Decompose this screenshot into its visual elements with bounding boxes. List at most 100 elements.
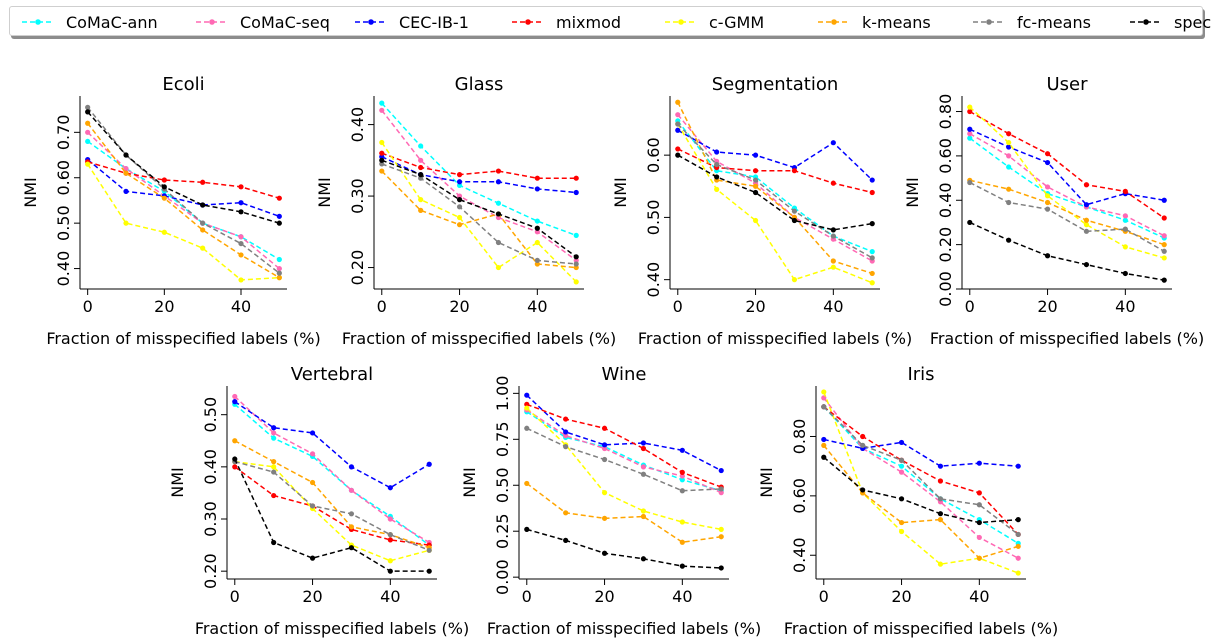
data-point xyxy=(752,168,759,174)
data-point xyxy=(640,508,647,514)
data-point xyxy=(456,214,463,221)
data-point xyxy=(387,516,393,522)
data-point xyxy=(1083,202,1090,208)
data-point xyxy=(1006,131,1012,137)
data-point xyxy=(524,425,530,431)
data-point xyxy=(937,496,944,502)
data-point xyxy=(752,217,759,224)
data-point xyxy=(967,219,973,226)
series-k-means xyxy=(675,99,875,277)
series-line xyxy=(87,163,280,281)
y-axis-label: NMI xyxy=(460,467,479,498)
data-point xyxy=(1083,228,1090,234)
data-point xyxy=(379,107,385,113)
legend-label: k-means xyxy=(862,12,931,32)
data-point xyxy=(534,239,540,246)
legend-item-comac-ann: CoMaC-ann xyxy=(20,7,158,37)
x-tick-label: 40 xyxy=(1115,297,1135,316)
data-point xyxy=(348,464,355,470)
data-point xyxy=(348,545,355,551)
series-fc-means xyxy=(821,404,1021,538)
chart-title: Wine xyxy=(602,364,647,385)
data-point xyxy=(1006,139,1012,146)
chart-glass: Glass 0 20 40 0.20 0.30 0.40 Fraction of misspe… xyxy=(315,74,616,348)
data-point xyxy=(573,232,579,238)
data-point xyxy=(161,195,167,201)
data-point xyxy=(821,404,827,410)
data-point xyxy=(524,392,530,398)
data-point xyxy=(379,161,385,167)
data-point xyxy=(495,179,502,185)
x-tick-label: 0 xyxy=(230,587,240,606)
series-line xyxy=(526,407,722,531)
legend-label: spec xyxy=(1174,12,1212,32)
x-tick-label: 0 xyxy=(83,297,93,316)
x-axis-label: Fraction of misspecified labels (%) xyxy=(784,619,1058,638)
chart-wine: Wine 0 20 40 0.00 0.25 0.50 0.75 1.00 Fraction of… xyxy=(460,364,761,638)
data-point xyxy=(534,257,540,264)
data-point xyxy=(387,532,393,538)
data-point xyxy=(563,416,569,422)
y-tick-label: 0.25 xyxy=(493,513,512,549)
series-line xyxy=(526,528,722,569)
data-point xyxy=(860,442,866,448)
data-point xyxy=(821,436,827,443)
data-point xyxy=(387,537,393,543)
data-point xyxy=(271,459,277,465)
data-point xyxy=(976,490,982,496)
data-point xyxy=(123,170,129,176)
data-point xyxy=(573,175,579,181)
series-line xyxy=(969,221,1165,281)
data-point xyxy=(573,264,579,271)
data-point xyxy=(967,135,973,141)
data-point xyxy=(456,172,463,178)
legend-label: fc-means xyxy=(1017,12,1091,32)
data-point xyxy=(1015,543,1021,549)
data-point xyxy=(456,193,463,199)
data-point xyxy=(348,487,355,493)
data-point xyxy=(1044,184,1051,190)
series-line xyxy=(87,111,280,224)
data-point xyxy=(718,486,724,492)
series-mixmod xyxy=(379,150,579,181)
data-point xyxy=(1015,555,1021,561)
data-point xyxy=(85,138,91,145)
data-point xyxy=(200,220,206,226)
series-line xyxy=(969,179,1165,246)
data-point xyxy=(1122,217,1128,223)
data-point xyxy=(679,477,685,483)
data-point xyxy=(418,175,424,181)
legend-label: CEC-IB-1 xyxy=(399,12,469,32)
data-point xyxy=(238,200,244,206)
data-point xyxy=(123,152,129,158)
series-line xyxy=(823,406,1019,536)
data-point xyxy=(418,157,424,163)
data-point xyxy=(640,445,647,452)
series-c-gmm xyxy=(821,389,1021,576)
data-point xyxy=(418,143,424,149)
series-fc-means xyxy=(379,161,579,267)
data-point xyxy=(821,442,827,448)
series-line xyxy=(677,129,873,181)
x-axis-label: Fraction of misspecified labels (%) xyxy=(195,619,469,638)
data-point xyxy=(238,252,244,258)
y-tick-label: 0.20 xyxy=(348,250,367,286)
data-point xyxy=(1122,226,1128,232)
y-tick-label: 0.40 xyxy=(348,107,367,143)
series-line xyxy=(677,123,873,259)
data-point xyxy=(752,189,759,196)
data-point xyxy=(752,177,759,183)
series-spec xyxy=(675,152,875,233)
data-point xyxy=(937,463,944,469)
data-point xyxy=(524,405,530,411)
data-point xyxy=(495,264,502,271)
data-point xyxy=(238,234,244,240)
series-comac-ann xyxy=(675,118,875,255)
data-point xyxy=(426,568,432,574)
series-line xyxy=(381,159,577,258)
legend-item-fc-means: fc-means xyxy=(971,7,1091,37)
data-point xyxy=(276,220,282,226)
data-point xyxy=(456,222,463,228)
y-tick-label: 0.40 xyxy=(644,262,663,298)
series-line xyxy=(677,120,873,253)
